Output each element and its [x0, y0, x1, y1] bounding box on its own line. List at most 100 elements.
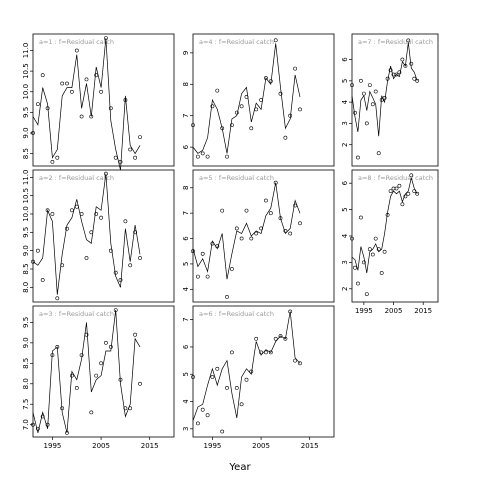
- observed-point: [215, 366, 220, 371]
- y-tick-label: 8: [182, 82, 190, 86]
- panel-frame: [351, 169, 439, 303]
- observed-point: [79, 114, 84, 119]
- observed-point: [350, 236, 354, 241]
- y-tick-label: 10.0: [22, 84, 30, 100]
- observed-point: [403, 194, 408, 199]
- observed-point: [239, 236, 244, 241]
- observed-point: [376, 247, 381, 252]
- observed-point: [210, 241, 215, 246]
- observed-point: [406, 191, 411, 196]
- observed-point: [379, 271, 384, 275]
- observed-point: [388, 68, 393, 73]
- observed-point: [394, 72, 399, 77]
- y-tick-label: 8.0: [22, 378, 30, 389]
- observed-point: [55, 296, 60, 301]
- observed-point: [388, 189, 393, 194]
- observed-point: [31, 131, 35, 135]
- observed-point: [373, 89, 378, 94]
- observed-point: [195, 421, 200, 426]
- observed-point: [70, 373, 74, 378]
- y-tick-label: 9.5: [22, 317, 30, 328]
- y-tick-label: 9.5: [22, 227, 30, 238]
- observed-point: [268, 79, 273, 84]
- observed-point: [283, 228, 288, 233]
- observed-point: [138, 381, 142, 386]
- observed-point: [263, 198, 268, 203]
- observed-point: [259, 350, 264, 355]
- panel-title: a=7 : f=Residual catch: [358, 38, 433, 46]
- observed-point: [220, 208, 225, 213]
- observed-point: [293, 66, 298, 71]
- panel-title: a=8 : f=Residual catch: [358, 174, 433, 182]
- panel-3: a=3 : f=Residual catch 7.0 7.5 8.0 8.5 9.0 9.5…: [22, 305, 175, 450]
- y-tick-label: 7.5: [22, 399, 30, 410]
- observed-point: [133, 155, 138, 160]
- x-axis-label: Year: [228, 462, 251, 473]
- panel-frame: [32, 169, 175, 303]
- observed-point: [234, 226, 239, 231]
- observed-point: [415, 78, 420, 83]
- observed-point: [415, 191, 420, 196]
- y-tick-label: 10.5: [22, 188, 30, 204]
- observed-point: [364, 121, 369, 126]
- observed-point: [406, 38, 411, 43]
- observed-point: [353, 110, 357, 115]
- observed-point: [244, 95, 249, 99]
- x-tick-label: 1995: [355, 307, 373, 315]
- observed-point: [200, 251, 205, 256]
- y-tick-label: 2: [341, 142, 349, 146]
- observed-point: [104, 36, 108, 41]
- fitted-line: [351, 177, 418, 274]
- observed-point: [118, 278, 123, 282]
- y-tick-label: 3: [341, 260, 349, 264]
- observed-point: [229, 267, 234, 271]
- observed-point: [108, 344, 113, 349]
- observed-point: [84, 332, 89, 337]
- y-tick-label: 5: [182, 262, 190, 266]
- x-tick-label: 2015: [414, 307, 432, 315]
- observed-point: [113, 270, 118, 275]
- y-tick-label: 9.5: [22, 107, 30, 118]
- observed-point: [361, 91, 366, 96]
- fitted-line: [192, 43, 301, 154]
- observed-point: [355, 155, 360, 160]
- observed-point: [65, 81, 69, 86]
- fitted-line: [351, 42, 418, 137]
- panel-title: a=6 : f=Residual catch: [199, 310, 274, 318]
- observed-point: [40, 278, 45, 282]
- observed-point: [215, 88, 220, 93]
- observed-point: [298, 107, 302, 112]
- observed-point: [138, 135, 142, 140]
- observed-point: [31, 259, 35, 264]
- y-tick-label: 7: [182, 317, 190, 321]
- panel-title: a=3 : f=Residual catch: [39, 310, 114, 318]
- y-tick-label: 8.0: [22, 282, 30, 293]
- panel-title: a=4 : f=Residual catch: [199, 38, 274, 46]
- y-tick-label: 11.0: [22, 43, 30, 59]
- observed-point: [376, 151, 381, 156]
- y-tick-label: 11.0: [22, 170, 30, 186]
- observed-point: [113, 308, 118, 313]
- observed-point: [40, 414, 45, 419]
- panel-title: a=5 : f=Residual catch: [199, 174, 274, 182]
- observed-point: [128, 147, 133, 152]
- observed-point: [220, 126, 225, 131]
- observed-point: [367, 247, 372, 252]
- observed-point: [244, 208, 249, 213]
- fitted-line: [32, 310, 141, 433]
- observed-point: [367, 83, 372, 88]
- observed-point: [293, 203, 298, 208]
- observed-point: [99, 361, 104, 366]
- y-tick-label: 10.5: [22, 63, 30, 79]
- observed-point: [205, 413, 210, 418]
- observed-point: [403, 64, 408, 68]
- observed-point: [195, 154, 200, 159]
- observed-point: [239, 104, 244, 109]
- observed-point: [99, 89, 104, 94]
- y-tick-label: 6: [341, 57, 349, 62]
- y-tick-label: 4: [341, 99, 349, 104]
- observed-point: [36, 248, 40, 253]
- observed-point: [288, 113, 293, 118]
- observed-point: [89, 410, 94, 415]
- observed-point: [133, 332, 138, 337]
